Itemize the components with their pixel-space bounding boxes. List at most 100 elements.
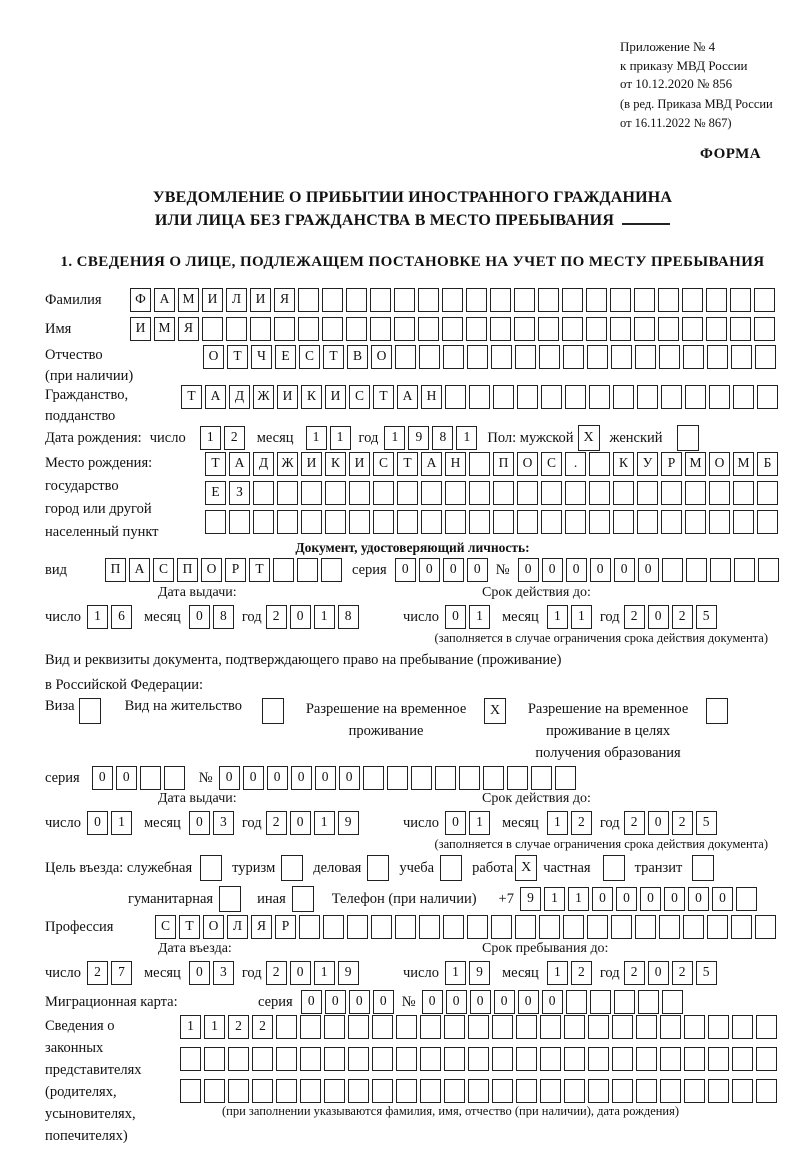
char-cell[interactable]: 0 <box>711 887 733 911</box>
char-cell[interactable] <box>659 345 680 369</box>
char-cell[interactable]: 2 <box>265 811 287 835</box>
char-cell[interactable] <box>204 1047 225 1071</box>
char-cell[interactable] <box>613 990 635 1014</box>
char-cell[interactable] <box>324 1079 345 1103</box>
char-cell[interactable] <box>445 385 466 409</box>
char-cell[interactable] <box>419 345 440 369</box>
char-cell[interactable]: 0 <box>86 811 108 835</box>
char-cell[interactable] <box>589 510 610 534</box>
char-cell[interactable] <box>469 510 490 534</box>
char-cell[interactable] <box>540 1047 561 1071</box>
char-cell[interactable] <box>321 558 342 582</box>
char-cell[interactable] <box>253 481 274 505</box>
char-cell[interactable] <box>349 481 370 505</box>
char-cell[interactable] <box>530 766 552 790</box>
char-cell[interactable] <box>634 288 655 312</box>
char-cell[interactable] <box>611 345 632 369</box>
char-cell[interactable] <box>757 558 779 582</box>
sex-male-checkbox[interactable]: X <box>577 425 600 451</box>
char-cell[interactable]: 2 <box>570 811 592 835</box>
char-cell[interactable]: 0 <box>541 990 563 1014</box>
char-cell[interactable] <box>418 288 439 312</box>
char-cell[interactable] <box>397 510 418 534</box>
char-cell[interactable]: 2 <box>223 426 245 450</box>
char-cell[interactable] <box>467 915 488 939</box>
char-cell[interactable] <box>683 915 704 939</box>
char-cell[interactable] <box>634 317 655 341</box>
char-cell[interactable]: 0 <box>442 558 464 582</box>
char-cell[interactable]: 1 <box>444 961 466 985</box>
char-cell[interactable] <box>538 317 559 341</box>
char-cell[interactable] <box>418 317 439 341</box>
char-cell[interactable] <box>589 481 610 505</box>
char-cell[interactable] <box>661 385 682 409</box>
char-cell[interactable]: 0 <box>565 558 587 582</box>
char-cell[interactable]: 2 <box>671 961 693 985</box>
char-cell[interactable]: 0 <box>444 605 466 629</box>
char-cell[interactable] <box>516 1047 537 1071</box>
char-cell[interactable] <box>733 510 754 534</box>
char-cell[interactable]: 1 <box>86 605 108 629</box>
char-cell[interactable]: 1 <box>567 887 589 911</box>
char-cell[interactable] <box>637 990 659 1014</box>
purpose-study-checkbox[interactable] <box>440 855 463 881</box>
char-cell[interactable] <box>517 481 538 505</box>
char-cell[interactable] <box>733 385 754 409</box>
char-cell[interactable]: 1 <box>313 811 335 835</box>
purpose-other-checkbox[interactable] <box>291 886 314 912</box>
char-cell[interactable] <box>347 915 368 939</box>
char-cell[interactable] <box>396 1047 417 1071</box>
char-cell[interactable] <box>515 345 536 369</box>
char-cell[interactable]: Т <box>227 345 248 369</box>
char-cell[interactable]: 7 <box>110 961 132 985</box>
char-cell[interactable] <box>434 766 456 790</box>
char-cell[interactable] <box>563 915 584 939</box>
char-cell[interactable] <box>229 510 250 534</box>
purpose-business-checkbox[interactable] <box>367 855 390 881</box>
char-cell[interactable]: А <box>129 558 150 582</box>
char-cell[interactable] <box>421 510 442 534</box>
char-cell[interactable] <box>731 915 752 939</box>
char-cell[interactable]: Т <box>397 452 418 476</box>
char-cell[interactable]: И <box>325 385 346 409</box>
char-cell[interactable] <box>277 510 298 534</box>
char-cell[interactable] <box>180 1047 201 1071</box>
char-cell[interactable]: А <box>229 452 250 476</box>
char-cell[interactable] <box>708 1047 729 1071</box>
char-cell[interactable]: О <box>203 345 224 369</box>
char-cell[interactable] <box>205 510 226 534</box>
char-cell[interactable] <box>685 481 706 505</box>
char-cell[interactable] <box>514 288 535 312</box>
char-cell[interactable]: 9 <box>468 961 490 985</box>
char-cell[interactable] <box>226 317 247 341</box>
sex-female-checkbox[interactable] <box>676 425 699 451</box>
char-cell[interactable] <box>708 1015 729 1039</box>
char-cell[interactable]: Т <box>249 558 270 582</box>
char-cell[interactable] <box>610 317 631 341</box>
char-cell[interactable] <box>732 1015 753 1039</box>
char-cell[interactable] <box>682 317 703 341</box>
char-cell[interactable]: 1 <box>199 426 221 450</box>
char-cell[interactable]: Ф <box>130 288 151 312</box>
purpose-private-checkbox[interactable] <box>602 855 625 881</box>
char-cell[interactable] <box>324 1015 345 1039</box>
char-cell[interactable] <box>276 1047 297 1071</box>
char-cell[interactable] <box>754 317 775 341</box>
char-cell[interactable] <box>709 558 731 582</box>
char-cell[interactable]: В <box>347 345 368 369</box>
char-cell[interactable] <box>420 1047 441 1071</box>
char-cell[interactable]: О <box>709 452 730 476</box>
char-cell[interactable]: 0 <box>289 961 311 985</box>
char-cell[interactable]: 2 <box>570 961 592 985</box>
char-cell[interactable]: Т <box>205 452 226 476</box>
char-cell[interactable]: Р <box>661 452 682 476</box>
char-cell[interactable]: 2 <box>265 961 287 985</box>
char-cell[interactable]: 1 <box>204 1015 225 1039</box>
char-cell[interactable] <box>636 1079 657 1103</box>
char-cell[interactable]: М <box>178 288 199 312</box>
char-cell[interactable]: К <box>301 385 322 409</box>
char-cell[interactable]: М <box>733 452 754 476</box>
char-cell[interactable]: Т <box>373 385 394 409</box>
char-cell[interactable]: 8 <box>337 605 359 629</box>
char-cell[interactable] <box>443 345 464 369</box>
